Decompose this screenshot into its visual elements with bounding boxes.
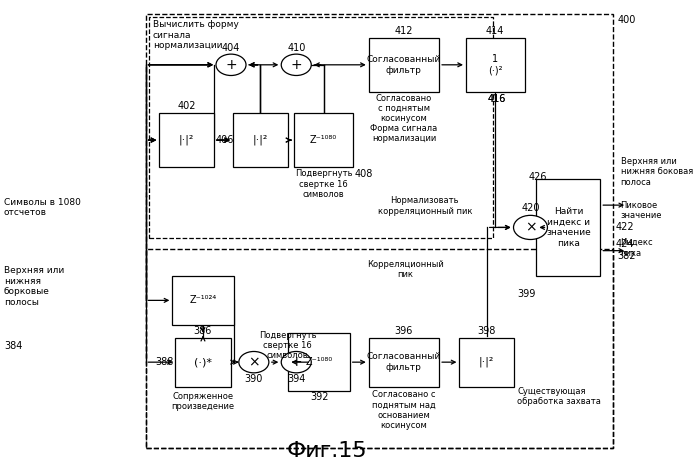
Bar xyxy=(175,338,231,387)
Bar xyxy=(536,178,600,276)
Text: 390: 390 xyxy=(245,374,263,384)
Bar xyxy=(288,333,350,391)
Text: 394: 394 xyxy=(287,374,305,384)
Bar xyxy=(294,113,353,167)
Text: 408: 408 xyxy=(354,169,373,179)
Text: 396: 396 xyxy=(395,326,413,336)
Text: 406: 406 xyxy=(216,135,234,145)
Text: Существующая
обработка захвата: Существующая обработка захвата xyxy=(517,387,601,406)
Text: 384: 384 xyxy=(4,341,22,351)
Text: Согласовано
с поднятым
косинусом: Согласовано с поднятым косинусом xyxy=(376,94,432,123)
Text: 416: 416 xyxy=(487,94,506,103)
Text: Корреляционный
пик: Корреляционный пик xyxy=(367,260,444,279)
Bar xyxy=(145,14,613,448)
Text: 414: 414 xyxy=(486,26,505,36)
Bar xyxy=(233,113,288,167)
Text: 388: 388 xyxy=(155,357,173,367)
Text: ×: × xyxy=(525,220,536,234)
Text: Z⁻¹⁰²⁴: Z⁻¹⁰²⁴ xyxy=(189,295,217,305)
Text: |·|²: |·|² xyxy=(479,357,494,367)
Text: Вычислить форму
сигнала
нормализации: Вычислить форму сигнала нормализации xyxy=(152,20,238,50)
Text: Сопряженное
произведение: Сопряженное произведение xyxy=(171,392,235,411)
Text: 386: 386 xyxy=(194,326,212,336)
Text: 412: 412 xyxy=(395,26,413,36)
Circle shape xyxy=(216,54,246,75)
Bar xyxy=(466,38,525,91)
Text: Подвергнуть
свертке 16
символов: Подвергнуть свертке 16 символов xyxy=(295,169,352,199)
Text: Согласованный
фильтр: Согласованный фильтр xyxy=(367,352,441,372)
Text: |·|²: |·|² xyxy=(252,135,268,145)
Text: Верхняя или
нижняя боковая
полоса: Верхняя или нижняя боковая полоса xyxy=(621,157,693,186)
Text: Согласованный
фильтр: Согласованный фильтр xyxy=(367,55,441,75)
Text: 400: 400 xyxy=(617,14,635,25)
Text: +: + xyxy=(291,58,302,72)
Text: 402: 402 xyxy=(178,101,196,111)
Bar xyxy=(172,276,234,325)
Text: Z⁻¹⁰⁸⁰: Z⁻¹⁰⁸⁰ xyxy=(305,357,333,367)
Text: +: + xyxy=(225,58,237,72)
Text: Верхняя или
нижняя
борковые
полосы: Верхняя или нижняя борковые полосы xyxy=(4,267,64,307)
Text: 422: 422 xyxy=(615,222,634,232)
Text: 426: 426 xyxy=(529,172,547,182)
Text: Фиг.15: Фиг.15 xyxy=(287,441,367,461)
Circle shape xyxy=(239,351,269,373)
Text: (·)*: (·)* xyxy=(194,357,212,367)
Text: ×: × xyxy=(248,355,259,369)
Text: 424: 424 xyxy=(615,239,634,248)
Text: 399: 399 xyxy=(517,289,536,299)
Text: 1
(·)²: 1 (·)² xyxy=(488,54,503,75)
Text: Символы в 1080
отсчетов: Символы в 1080 отсчетов xyxy=(4,198,81,217)
Text: 410: 410 xyxy=(287,43,305,53)
Circle shape xyxy=(281,54,311,75)
Bar xyxy=(368,338,439,387)
Text: Найти
индекс и
значение
пика: Найти индекс и значение пика xyxy=(546,207,591,247)
Text: 382: 382 xyxy=(617,251,636,260)
Bar xyxy=(368,38,439,91)
Text: Индекс
пика: Индекс пика xyxy=(621,238,653,258)
Text: 404: 404 xyxy=(222,43,240,53)
Text: Нормализовать
корреляционный пик: Нормализовать корреляционный пик xyxy=(377,196,472,216)
Circle shape xyxy=(514,215,547,240)
Text: 420: 420 xyxy=(521,204,540,213)
Bar xyxy=(145,249,613,448)
Text: |·|²: |·|² xyxy=(179,135,194,145)
Text: 392: 392 xyxy=(310,392,329,402)
Text: 398: 398 xyxy=(477,326,496,336)
Text: Форма сигнала
нормализации: Форма сигнала нормализации xyxy=(370,124,438,143)
Text: 416: 416 xyxy=(487,94,506,103)
Bar xyxy=(150,17,493,238)
Text: Z⁻¹⁰⁸⁰: Z⁻¹⁰⁸⁰ xyxy=(310,135,338,145)
Bar xyxy=(459,338,514,387)
Circle shape xyxy=(281,351,311,373)
Bar xyxy=(159,113,215,167)
Text: Согласовано с
поднятым над
основанием
косинусом: Согласовано с поднятым над основанием ко… xyxy=(372,390,435,430)
Text: +: + xyxy=(291,355,302,369)
Text: Подвергнуть
свертке 16
символов: Подвергнуть свертке 16 символов xyxy=(259,330,317,360)
Text: Пиковое
значение: Пиковое значение xyxy=(621,201,662,220)
